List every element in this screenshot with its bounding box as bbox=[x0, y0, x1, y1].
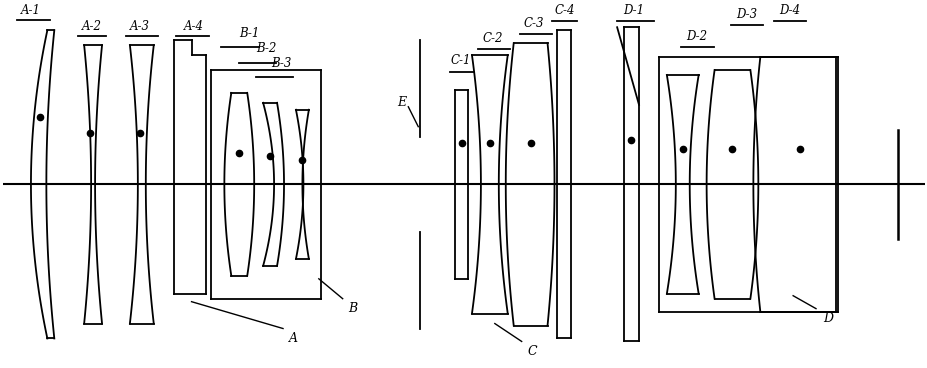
Text: B-3: B-3 bbox=[271, 57, 291, 70]
Text: C-2: C-2 bbox=[482, 32, 502, 45]
Text: D: D bbox=[822, 312, 832, 325]
Text: D-4: D-4 bbox=[779, 4, 800, 17]
Text: D-2: D-2 bbox=[685, 30, 706, 43]
Text: C-4: C-4 bbox=[553, 4, 574, 17]
Text: B-2: B-2 bbox=[256, 42, 276, 55]
Text: A-3: A-3 bbox=[130, 20, 149, 33]
Text: C-3: C-3 bbox=[523, 17, 543, 30]
Text: A-1: A-1 bbox=[20, 4, 41, 17]
Text: A-4: A-4 bbox=[184, 20, 203, 33]
Text: E: E bbox=[397, 96, 406, 109]
Text: A: A bbox=[288, 332, 298, 344]
Text: B: B bbox=[349, 302, 358, 315]
Text: C-1: C-1 bbox=[451, 54, 471, 67]
Text: D-1: D-1 bbox=[623, 4, 644, 17]
Text: B-1: B-1 bbox=[239, 27, 260, 40]
Text: D-3: D-3 bbox=[735, 8, 756, 21]
Text: C: C bbox=[527, 346, 537, 358]
Text: A-2: A-2 bbox=[82, 20, 102, 33]
